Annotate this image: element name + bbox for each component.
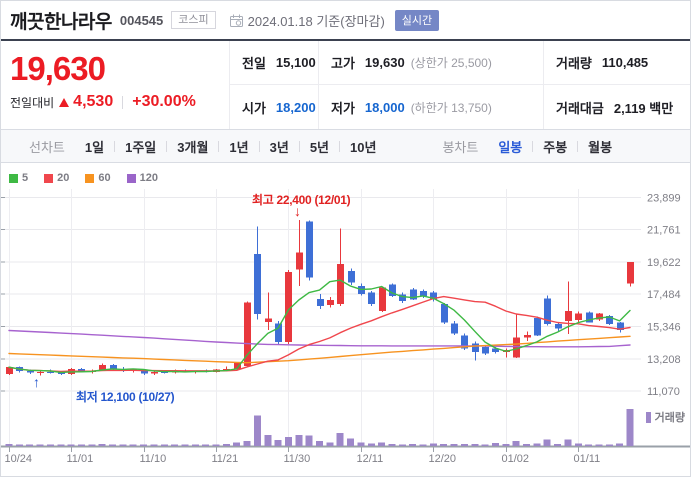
svg-text:21,761: 21,761 bbox=[647, 225, 681, 237]
change-separator bbox=[122, 95, 124, 109]
svg-text:19,622: 19,622 bbox=[647, 257, 681, 269]
ma-legend: 5 20 60 120 bbox=[9, 172, 174, 184]
change-label: 전일대비 bbox=[10, 95, 55, 110]
svg-text:12/20: 12/20 bbox=[429, 453, 457, 465]
high-cell: 고가 19,630 (상한가 25,500) bbox=[318, 41, 543, 85]
svg-text:13,208: 13,208 bbox=[647, 354, 681, 366]
svg-text:11/01: 11/01 bbox=[67, 453, 94, 465]
high-annotation: 최고 22,400 (12/01) bbox=[252, 193, 351, 207]
market-badge: 코스피 bbox=[171, 11, 216, 29]
ma-lines bbox=[8, 279, 631, 374]
svg-text:15,346: 15,346 bbox=[647, 322, 681, 334]
price-volume-chart: 23,899 21,761 19,622 17,484 15,346 13,208 11,0… bbox=[1, 189, 690, 465]
svg-text:12/11: 12/11 bbox=[357, 453, 384, 465]
low-arrow-icon: ↑ bbox=[33, 374, 40, 390]
range-3year[interactable]: 3년 bbox=[269, 139, 289, 155]
calendar-icon bbox=[229, 14, 243, 27]
candle-chart-label: 봉차트 bbox=[442, 139, 479, 155]
stock-name: 깨끗한나라우 bbox=[10, 11, 112, 33]
reference-date: 2024.01.18 기준(장마감) bbox=[247, 13, 385, 29]
realtime-badge[interactable]: 실시간 bbox=[394, 9, 440, 31]
svg-text:01/11: 01/11 bbox=[574, 453, 601, 465]
svg-text:17,484: 17,484 bbox=[647, 289, 681, 301]
price-panel: 19,630 전일대비 4,530 +30.00% 전일 15,100 고가 19,… bbox=[1, 41, 690, 129]
volume-cell: 거래량 110,485 bbox=[543, 41, 690, 85]
range-1year[interactable]: 1년 bbox=[229, 139, 249, 155]
header: 깨끗한나라우 004545 코스피 2024.01.18 기준(장마감) 실시간 bbox=[1, 1, 690, 39]
current-price: 19,630 bbox=[10, 50, 106, 87]
high-arrow-icon: ↓ bbox=[294, 203, 301, 219]
range-10year[interactable]: 10년 bbox=[350, 139, 377, 155]
up-triangle-icon bbox=[59, 97, 70, 107]
ma60-swatch bbox=[85, 173, 95, 183]
svg-text:11,070: 11,070 bbox=[647, 386, 680, 398]
trade-value-cell: 거래대금 2,119 백만 bbox=[543, 85, 690, 129]
summary-table: 전일 15,100 고가 19,630 (상한가 25,500) 거래량 110,485… bbox=[229, 41, 690, 129]
tab-monthly-candle[interactable]: 월봉 bbox=[588, 139, 613, 155]
svg-text:10/24: 10/24 bbox=[5, 453, 33, 465]
range-1week[interactable]: 1주일 bbox=[125, 139, 157, 155]
prev-close-cell: 전일 15,100 bbox=[230, 41, 318, 85]
svg-text:23,899: 23,899 bbox=[647, 192, 681, 204]
stock-code: 004545 bbox=[119, 12, 164, 28]
ma20-swatch bbox=[44, 173, 54, 183]
range-1day[interactable]: 1일 bbox=[84, 139, 105, 155]
candles bbox=[6, 219, 634, 376]
tab-daily-candle[interactable]: 일봉 bbox=[498, 139, 523, 155]
svg-text:11/21: 11/21 bbox=[212, 453, 239, 465]
line-chart-label: 선차트 bbox=[29, 139, 65, 155]
change-percent: +30.00% bbox=[132, 93, 196, 110]
header-divider bbox=[1, 39, 690, 41]
current-price-block: 19,630 전일대비 4,530 +30.00% bbox=[1, 41, 229, 129]
volume-legend: 거래량 bbox=[645, 409, 685, 425]
open-cell: 시가 18,200 bbox=[242, 99, 316, 116]
svg-text:11/30: 11/30 bbox=[284, 453, 311, 465]
volume-swatch bbox=[645, 411, 651, 423]
svg-text:11/10: 11/10 bbox=[140, 453, 167, 465]
ma5-swatch bbox=[9, 173, 18, 183]
volume-bars bbox=[5, 409, 634, 446]
range-3month[interactable]: 3개월 bbox=[177, 139, 209, 155]
x-axis: 10/24 11/01 11/10 11/21 11/30 12/11 12/20 01/02… bbox=[1, 445, 690, 465]
change-value: 4,530 bbox=[73, 93, 114, 110]
svg-text:01/02: 01/02 bbox=[502, 453, 530, 465]
low-cell: 저가 18,000 (하한가 13,750) bbox=[318, 85, 543, 129]
tab-weekly-candle[interactable]: 주봉 bbox=[543, 139, 568, 155]
chart-toolbar: 선차트 1일 1주일 3개월 1년 3년 5년 10년 봉차트 일봉 주봉 월봉 bbox=[1, 129, 690, 163]
range-5year[interactable]: 5년 bbox=[309, 139, 330, 155]
low-annotation: 최저 12,100 (10/27) bbox=[76, 390, 175, 404]
ma120-swatch bbox=[126, 173, 136, 183]
chart-area: 23,899 21,761 19,622 17,484 15,346 13,208 11,0… bbox=[1, 163, 690, 476]
